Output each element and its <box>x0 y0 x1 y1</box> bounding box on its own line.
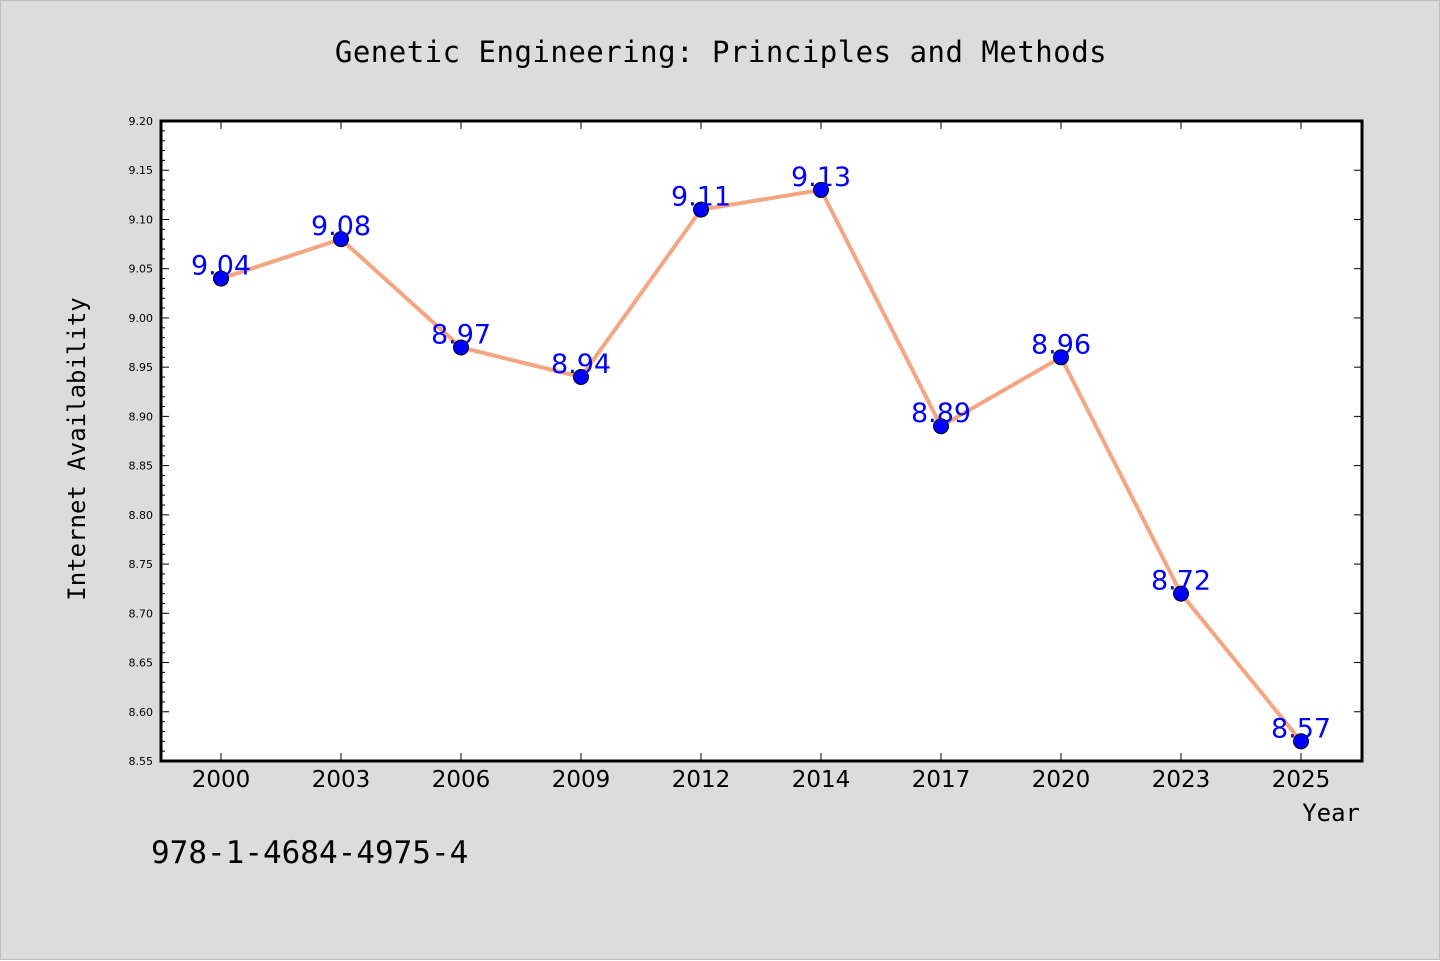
x-tick-label: 2012 <box>672 767 731 793</box>
y-tick-label: 9.15 <box>129 164 154 177</box>
data-label: 8.96 <box>1031 329 1091 360</box>
data-point <box>573 369 589 385</box>
x-tick-label: 2006 <box>432 767 491 793</box>
series-line-layer <box>220 187 1303 743</box>
y-axis-label: Internet Availability <box>63 297 91 600</box>
data-label: 8.72 <box>1151 566 1211 597</box>
y-tick-label: 8.85 <box>129 460 154 473</box>
data-label: 8.89 <box>911 398 971 429</box>
axis-ticks: 8.55 8.60 8.65 8.70 8.75 8.80 8.85 8.90 8.95 9.00… <box>129 115 1362 793</box>
x-tick-label: 2003 <box>312 767 371 793</box>
data-point <box>693 201 709 218</box>
data-point <box>1293 733 1309 750</box>
chart-title: Genetic Engineering: Principles and Meth… <box>334 35 1108 69</box>
x-tick-label: 2020 <box>1032 767 1091 793</box>
data-point <box>333 231 349 248</box>
data-label: 8.57 <box>1271 713 1331 744</box>
data-label-layer: 9.04 9.08 8.97 8.94 9.11 9.13 8.89 8.96 8.72 8.57 <box>191 162 1331 744</box>
data-point <box>1053 349 1069 366</box>
y-tick-label: 8.95 <box>129 361 154 374</box>
y-tick-label: 8.80 <box>129 509 154 522</box>
y-tick-label: 9.20 <box>129 115 154 128</box>
data-label: 9.13 <box>791 162 851 193</box>
isbn-text: 978-1-4684-4975-4 <box>151 835 469 871</box>
series-line <box>220 187 1303 743</box>
x-tick-label: 2017 <box>912 767 971 793</box>
x-tick-label: 2014 <box>792 767 851 793</box>
data-label: 9.04 <box>191 251 251 282</box>
y-tick-label: 8.65 <box>129 657 154 670</box>
data-point <box>453 339 469 356</box>
data-label: 8.97 <box>431 319 491 350</box>
data-point <box>933 418 949 435</box>
y-tick-label: 8.90 <box>129 410 154 423</box>
data-label: 9.11 <box>671 182 731 213</box>
x-axis-label: Year <box>1302 799 1360 827</box>
y-tick-label: 8.60 <box>129 706 154 719</box>
y-tick-label: 9.05 <box>129 263 154 276</box>
data-label: 9.08 <box>311 211 371 242</box>
plot-frame <box>159 119 1364 763</box>
y-tick-label: 9.10 <box>129 213 154 226</box>
x-tick-label: 2009 <box>552 767 611 793</box>
data-point <box>213 270 229 287</box>
plot-area <box>161 121 1362 761</box>
y-tick-label: 8.70 <box>129 607 154 620</box>
y-tick-label: 8.55 <box>129 755 154 768</box>
x-tick-label: 2023 <box>1152 767 1211 793</box>
data-point <box>1173 585 1189 602</box>
series-marker-layer <box>213 181 1309 750</box>
x-tick-label: 2025 <box>1272 767 1331 793</box>
x-tick-label: 2000 <box>192 767 251 793</box>
y-tick-label: 9.00 <box>129 312 154 325</box>
y-tick-label: 8.75 <box>129 558 154 571</box>
data-point <box>813 181 829 198</box>
data-label: 8.94 <box>551 349 611 380</box>
